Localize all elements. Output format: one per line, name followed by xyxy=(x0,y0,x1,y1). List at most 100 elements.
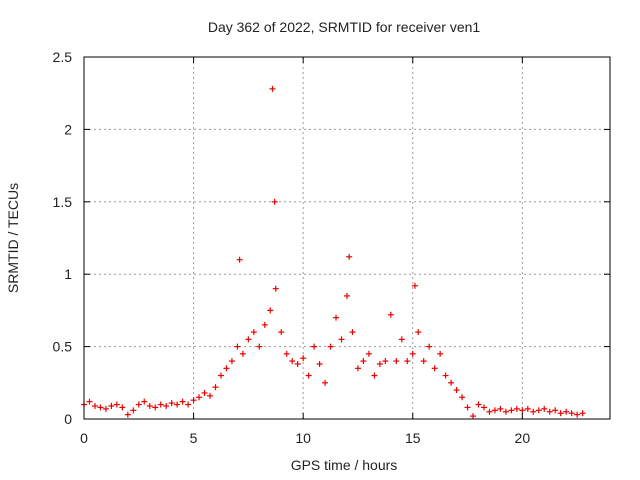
data-point xyxy=(354,365,361,372)
x-tick-label: 10 xyxy=(295,430,311,446)
data-point xyxy=(486,408,493,415)
data-point xyxy=(245,336,252,343)
data-point xyxy=(541,405,548,412)
data-point xyxy=(346,253,353,260)
y-tick-label: 2 xyxy=(64,121,72,137)
data-point xyxy=(497,405,504,412)
y-tick-label: 0.5 xyxy=(53,339,73,355)
data-point xyxy=(108,402,115,409)
data-point xyxy=(223,365,230,372)
data-point xyxy=(513,405,520,412)
data-point xyxy=(261,321,268,328)
data-point xyxy=(316,360,323,367)
data-point xyxy=(480,404,487,411)
data-point xyxy=(360,358,367,365)
data-point xyxy=(411,282,418,289)
data-point xyxy=(552,407,559,414)
data-point xyxy=(338,336,345,343)
y-tick-label: 0 xyxy=(64,411,72,427)
data-point xyxy=(196,394,203,401)
data-point xyxy=(420,358,427,365)
data-point xyxy=(135,401,142,408)
data-point xyxy=(365,350,372,357)
data-point xyxy=(470,413,477,420)
data-point xyxy=(234,343,241,350)
data-point xyxy=(322,379,329,386)
data-point xyxy=(174,401,181,408)
x-tick-label: 5 xyxy=(190,430,198,446)
data-point xyxy=(91,402,98,409)
data-point xyxy=(190,397,197,404)
data-point xyxy=(239,350,246,357)
data-point xyxy=(250,329,257,336)
data-point xyxy=(426,343,433,350)
data-point xyxy=(119,404,126,411)
x-tick-label: 20 xyxy=(515,430,531,446)
data-point xyxy=(327,343,334,350)
data-point xyxy=(431,365,438,372)
data-point xyxy=(271,198,278,205)
data-point xyxy=(448,379,455,386)
x-tick-label: 0 xyxy=(80,430,88,446)
axis-ticks xyxy=(83,56,610,420)
data-point xyxy=(168,400,175,407)
y-tick-label: 1 xyxy=(64,266,72,282)
data-point xyxy=(228,358,235,365)
data-point xyxy=(102,405,109,412)
x-tick-label: 15 xyxy=(405,430,421,446)
data-point xyxy=(557,410,564,417)
data-point xyxy=(519,407,526,414)
data-point xyxy=(404,358,411,365)
data-point xyxy=(113,401,120,408)
data-point xyxy=(382,358,389,365)
data-point xyxy=(179,398,186,405)
data-point xyxy=(393,358,400,365)
y-tick-label: 2.5 xyxy=(53,49,73,65)
data-point xyxy=(217,372,224,379)
data-point xyxy=(141,398,148,405)
data-point xyxy=(283,350,290,357)
data-point xyxy=(269,85,276,92)
data-point xyxy=(311,343,318,350)
data-point xyxy=(376,360,383,367)
data-point xyxy=(371,372,378,379)
data-point xyxy=(97,404,104,411)
data-point xyxy=(442,372,449,379)
data-point xyxy=(152,404,159,411)
data-point xyxy=(579,410,586,417)
data-point xyxy=(130,407,137,414)
data-point xyxy=(86,398,93,405)
data-point xyxy=(300,355,307,362)
data-point xyxy=(256,343,263,350)
data-point xyxy=(574,411,581,418)
data-point xyxy=(305,372,312,379)
data-point xyxy=(387,311,394,318)
data-point xyxy=(491,407,498,414)
data-point xyxy=(207,392,214,399)
data-point xyxy=(409,350,416,357)
chart-title: Day 362 of 2022, SRMTID for receiver ven… xyxy=(208,19,481,35)
data-point xyxy=(546,408,553,415)
data-point xyxy=(163,402,170,409)
data-point xyxy=(415,329,422,336)
data-point xyxy=(272,285,279,292)
data-point xyxy=(344,292,350,299)
data-point xyxy=(524,405,531,412)
data-point xyxy=(453,387,460,394)
data-point xyxy=(236,256,243,263)
data-point xyxy=(146,402,153,409)
data-point xyxy=(294,360,301,367)
data-point xyxy=(212,384,219,391)
data-point xyxy=(568,410,575,417)
data-point xyxy=(437,350,444,357)
data-point xyxy=(185,401,192,408)
data-point xyxy=(349,329,356,336)
data-point xyxy=(267,307,274,314)
data-point xyxy=(459,394,466,401)
data-point xyxy=(464,404,471,411)
data-point xyxy=(563,408,570,415)
data-point xyxy=(289,358,296,365)
y-tick-label: 1.5 xyxy=(53,194,73,210)
data-point xyxy=(124,411,131,418)
data-points xyxy=(81,85,586,420)
